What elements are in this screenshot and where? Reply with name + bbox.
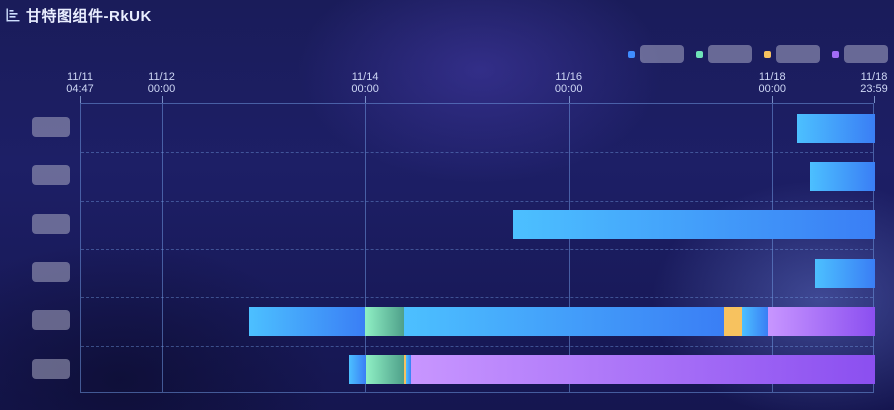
gantt-bar[interactable]: [810, 161, 875, 191]
legend-item[interactable]: [764, 45, 820, 63]
row-label: [8, 212, 70, 236]
orange-swatch: [764, 50, 771, 58]
row-label: [8, 163, 70, 187]
gantt-segment-green[interactable]: [366, 355, 404, 385]
page-title: 甘特图组件-RkUK: [26, 7, 152, 25]
grid-line-vertical: [772, 104, 774, 392]
x-tick-mark: [80, 96, 81, 103]
x-tick-label: 11/12 00:00: [147, 71, 176, 95]
row-label: [8, 260, 70, 284]
legend-label: [776, 45, 820, 63]
row-label-text: [32, 358, 70, 379]
x-tick-label: 11/11 04:47: [66, 71, 94, 95]
row-label-text: [32, 213, 70, 234]
row-label-text: [32, 262, 70, 283]
legend-label: [640, 45, 684, 63]
gantt-bar[interactable]: [349, 355, 875, 385]
gantt-segment-blue[interactable]: [404, 306, 725, 336]
grid-line-horizontal: [81, 200, 873, 202]
gantt-bar[interactable]: [797, 113, 875, 143]
chart-legend: [628, 45, 888, 63]
x-tick-mark: [161, 96, 163, 103]
grid-line-horizontal: [81, 345, 873, 347]
gantt-bar[interactable]: [814, 258, 875, 288]
grid-line-vertical: [161, 104, 163, 392]
green-swatch: [696, 50, 703, 58]
row-label: [8, 308, 70, 332]
row-label-text: [32, 117, 70, 138]
purple-swatch: [832, 50, 839, 58]
x-tick-label: 11/18 00:00: [758, 71, 787, 95]
x-tick-mark: [365, 96, 367, 103]
bar-chart-icon: [6, 8, 20, 22]
gantt-segment-orange[interactable]: [403, 355, 406, 385]
legend-item[interactable]: [628, 45, 684, 63]
grid-line-horizontal: [81, 152, 873, 154]
gantt-bar[interactable]: [513, 210, 875, 240]
gantt-segment-blue[interactable]: [797, 113, 875, 143]
legend-item[interactable]: [696, 45, 752, 63]
gantt-segment-blue[interactable]: [249, 306, 366, 336]
grid-line-horizontal: [81, 248, 873, 250]
row-label-text: [32, 310, 70, 331]
legend-label: [844, 45, 888, 63]
x-tick-mark: [568, 96, 570, 103]
grid-line-vertical: [568, 104, 570, 392]
gantt-segment-blue[interactable]: [349, 355, 367, 385]
gantt-segment-blue[interactable]: [405, 355, 411, 385]
gantt-segment-orange[interactable]: [724, 306, 743, 336]
x-tick-label: 11/18 23:59: [860, 71, 888, 95]
gantt-bar[interactable]: [249, 306, 875, 336]
gantt-segment-purple[interactable]: [767, 306, 875, 336]
row-label: [8, 357, 70, 381]
legend-label: [708, 45, 752, 63]
x-tick-mark: [772, 96, 774, 103]
blue-swatch: [628, 50, 635, 58]
gantt-segment-blue[interactable]: [513, 210, 875, 240]
gantt-segment-blue[interactable]: [742, 306, 768, 336]
grid-line-horizontal: [81, 297, 873, 299]
row-label: [8, 115, 70, 139]
gantt-segment-blue[interactable]: [810, 161, 875, 191]
gantt-segment-blue[interactable]: [814, 258, 875, 288]
row-label-text: [32, 165, 70, 186]
legend-item[interactable]: [832, 45, 888, 63]
gantt-segment-purple[interactable]: [410, 355, 875, 385]
x-tick-mark: [874, 96, 875, 103]
gantt-plot-area: [80, 103, 875, 393]
x-tick-label: 11/16 00:00: [554, 71, 583, 95]
header: 甘特图组件-RkUK: [6, 5, 152, 25]
gantt-segment-green[interactable]: [365, 306, 405, 336]
grid-line-vertical: [365, 104, 367, 392]
x-tick-label: 11/14 00:00: [351, 71, 379, 95]
